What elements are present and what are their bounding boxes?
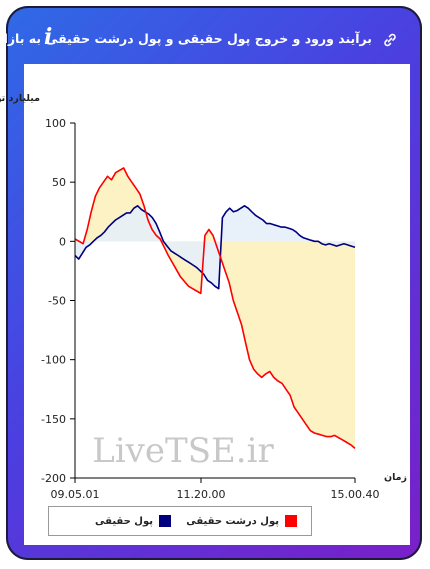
legend-item-big-real-money[interactable]: پول درشت حقیقی bbox=[186, 515, 297, 527]
chart-card: i برآیند ورود و خروج پول حقیقی و پول درش… bbox=[6, 6, 422, 560]
legend: پول حقیقی پول درشت حقیقی bbox=[48, 506, 312, 536]
legend-swatch-big-real-money bbox=[285, 515, 297, 527]
chart-title: برآیند ورود و خروج پول حقیقی و پول درشت … bbox=[0, 31, 372, 46]
legend-swatch-real-money bbox=[159, 515, 171, 527]
chart-panel bbox=[24, 64, 410, 545]
legend-item-real-money[interactable]: پول حقیقی bbox=[95, 515, 171, 527]
card-header: i برآیند ورود و خروج پول حقیقی و پول درش… bbox=[6, 6, 422, 62]
legend-label-big-real-money: پول درشت حقیقی bbox=[186, 516, 279, 527]
link-icon[interactable] bbox=[382, 32, 398, 48]
legend-label-real-money: پول حقیقی bbox=[95, 516, 153, 527]
